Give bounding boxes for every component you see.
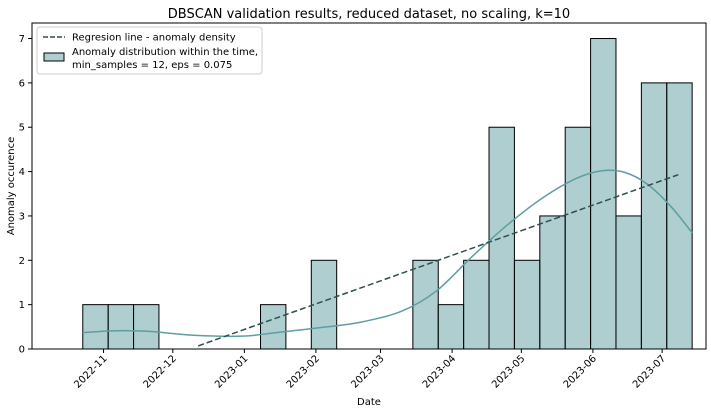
histogram-bar [590, 38, 617, 350]
histogram-bar [107, 304, 135, 350]
histogram-bar [260, 304, 287, 350]
y-axis: 0 1 2 3 4 5 6 7 [19, 34, 32, 356]
histogram-bar [615, 215, 642, 350]
legend-histogram-swatch [43, 52, 65, 62]
y-tick-label: 6 [19, 78, 25, 89]
legend-histogram-label: Anomaly distribution within the time, min… [72, 47, 258, 71]
kde-curve [82, 169, 693, 338]
y-axis-label: Anomaly occurence [6, 137, 17, 236]
histogram-bars [82, 38, 693, 350]
histogram-bar [539, 215, 566, 350]
regression-line [197, 173, 679, 347]
histogram-bar [437, 304, 465, 350]
y-tick-label: 0 [19, 345, 25, 356]
histogram-bar [564, 126, 592, 350]
legend-box [36, 26, 263, 75]
plot-frame [31, 22, 707, 350]
histogram-bar [463, 259, 490, 350]
legend-regression-label: Regresion line - anomaly density [72, 33, 236, 44]
y-tick-label: 3 [19, 211, 25, 222]
x-axis-label: Date [357, 397, 381, 408]
legend-histogram-label-line: Anomaly distribution within the time, [72, 47, 258, 58]
histogram-bar [640, 82, 668, 350]
histogram-bar [82, 304, 109, 350]
histogram-bar [133, 304, 160, 350]
legend-histogram-label-line: min_samples = 12, eps = 0.075 [72, 60, 232, 71]
y-tick-label: 1 [19, 300, 25, 311]
y-tick-label: 7 [19, 34, 25, 45]
y-tick-label: 5 [19, 123, 25, 134]
histogram-bar [513, 259, 541, 350]
histogram-bar [310, 259, 338, 350]
y-tick-label: 4 [19, 167, 25, 178]
chart-lines [82, 169, 693, 347]
chart-title: DBSCAN validation results, reduced datas… [168, 7, 570, 22]
legend: Regresion line - anomaly density Anomaly… [36, 26, 263, 75]
y-tick-label: 2 [19, 256, 25, 267]
